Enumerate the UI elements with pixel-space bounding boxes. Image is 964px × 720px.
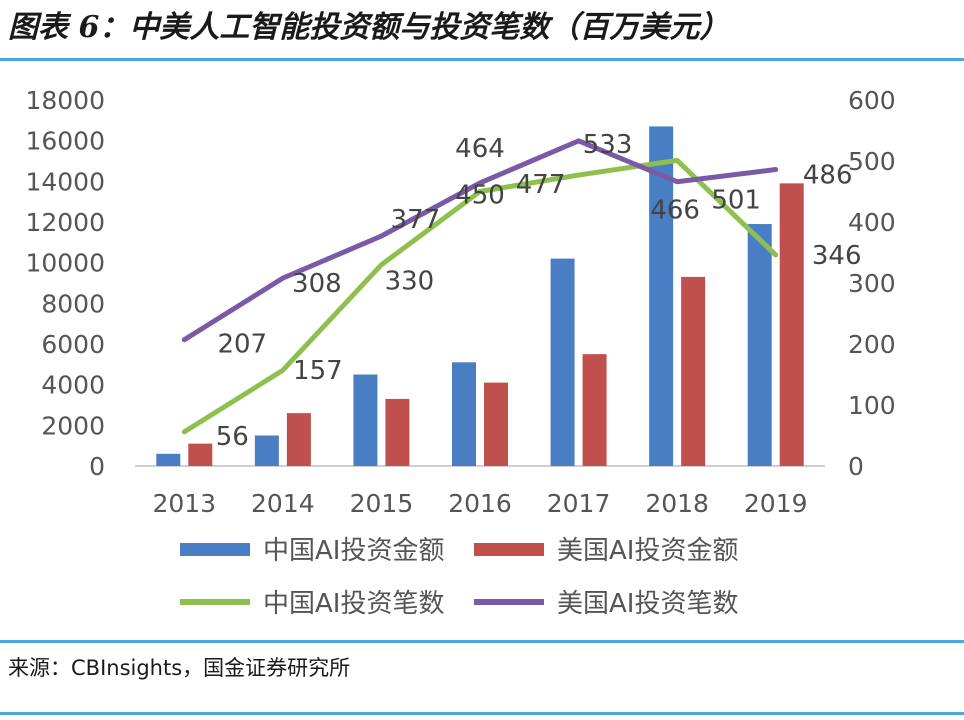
x-axis-ticks: 2013 2014 2015 2016 2017 2018 2019 (152, 489, 807, 518)
right-tick-label: 400 (848, 208, 896, 237)
china-amount-bar (747, 224, 772, 466)
legend-swatch (180, 543, 250, 556)
left-tick-label: 8000 (41, 289, 105, 318)
legend-label: 中国AI投资金额 (263, 536, 444, 566)
left-tick-label: 14000 (25, 167, 105, 196)
china-deals-label: 330 (385, 267, 435, 297)
china-amount-bar (452, 362, 476, 466)
legend-label: 中国AI投资笔数 (263, 589, 444, 619)
top-divider (0, 58, 964, 61)
x-tick-label: 2018 (645, 489, 709, 518)
x-tick-label: 2015 (350, 489, 414, 518)
x-tick-label: 2013 (152, 489, 216, 518)
us-deals-label: 377 (391, 205, 441, 235)
right-tick-label: 300 (848, 269, 896, 298)
china-deals-line (181, 157, 779, 435)
left-tick-label: 16000 (25, 127, 105, 156)
china-amount-bar (550, 258, 575, 466)
data-labels: 56 157 330 450 477 501 346 207 308 377 464 533 466 48… (216, 130, 862, 452)
china-deals-label: 157 (293, 356, 343, 386)
left-tick-label: 10000 (25, 249, 105, 278)
china-amount-bar (353, 374, 378, 466)
left-tick-label: 4000 (41, 371, 105, 400)
china-deals-label: 346 (812, 241, 862, 271)
right-tick-label: 100 (848, 391, 896, 420)
china-deals-label: 477 (516, 170, 566, 200)
us-amount-bar (385, 398, 410, 466)
footer-divider (0, 712, 964, 715)
x-tick-label: 2019 (744, 489, 808, 518)
left-tick-label: 18000 (25, 86, 105, 115)
left-tick-label: 0 (89, 452, 105, 481)
x-tick-label: 2016 (448, 489, 512, 518)
us-amount-bar (286, 413, 311, 466)
us-amount-bar (484, 382, 508, 466)
bars (156, 126, 804, 466)
right-tick-label: 600 (848, 86, 896, 115)
chart-title: 图表 6：中美人工智能投资额与投资笔数（百万美元） (8, 10, 730, 45)
left-tick-label: 6000 (41, 330, 105, 359)
us-amount-bar (582, 354, 607, 466)
us-amount-bar (779, 183, 804, 466)
legend-label: 美国AI投资金额 (557, 536, 738, 566)
china-amount-bar (649, 126, 674, 466)
legend-label: 美国AI投资笔数 (557, 589, 738, 619)
us-deals-label: 207 (217, 330, 267, 360)
left-tick-label: 12000 (25, 208, 105, 237)
us-amount-bar (188, 443, 213, 466)
us-deals-label: 466 (650, 196, 700, 226)
us-deals-label: 464 (455, 134, 505, 164)
right-tick-label: 500 (848, 147, 896, 176)
bottom-divider (0, 640, 964, 643)
source-note: 来源：CBInsights，国金证券研究所 (8, 656, 351, 680)
right-tick-label: 200 (848, 330, 896, 359)
china-amount-bar (156, 453, 181, 466)
x-tick-label: 2017 (547, 489, 611, 518)
lines (181, 138, 779, 435)
china-deals-label: 501 (711, 185, 761, 215)
china-deals-label: 450 (455, 181, 505, 211)
left-tick-label: 2000 (41, 411, 105, 440)
us-amount-bar (681, 276, 706, 466)
china-deals-label: 56 (216, 422, 249, 452)
us-deals-label: 533 (583, 130, 633, 160)
us-deals-label: 486 (803, 161, 853, 191)
right-axis-ticks: 0 100 200 300 400 500 600 (848, 86, 896, 481)
x-tick-label: 2014 (251, 489, 315, 518)
legend-swatch (474, 543, 544, 556)
chart: 0200040006000800010000120001400016000180… (25, 86, 896, 619)
china-amount-bar (254, 435, 279, 466)
us-deals-line (181, 138, 779, 343)
us-deals-label: 308 (292, 269, 342, 299)
right-tick-label: 0 (848, 452, 864, 481)
left-axis-ticks: 0 2000 4000 6000 8000 10000 12000 14000 16000 180… (25, 86, 105, 481)
